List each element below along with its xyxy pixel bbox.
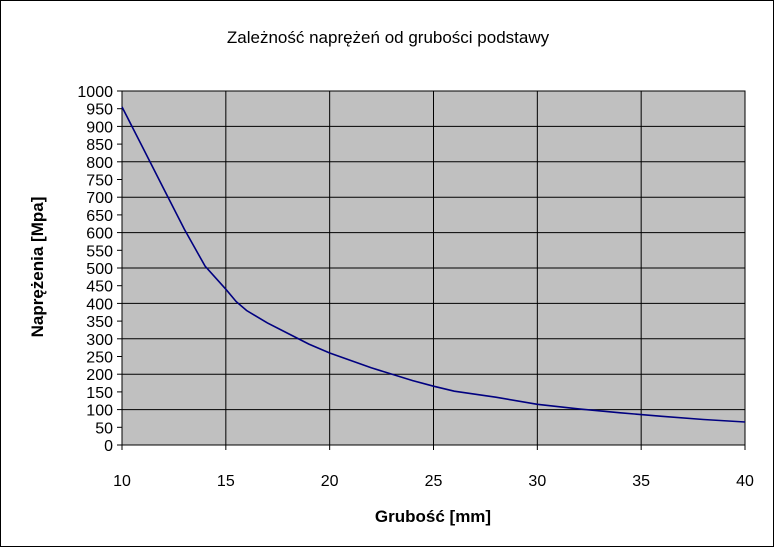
- y-tick-label: 150: [86, 385, 113, 402]
- y-tick-label: 900: [86, 119, 113, 136]
- y-tick-label: 600: [86, 226, 113, 243]
- y-tick-label: 700: [86, 190, 113, 207]
- y-tick-label: 1000: [77, 84, 113, 101]
- y-tick-label: 100: [86, 403, 113, 420]
- x-tick-label: 10: [113, 473, 131, 490]
- y-tick-label: 850: [86, 137, 113, 154]
- x-tick-label: 30: [528, 473, 546, 490]
- x-tick-label: 25: [425, 473, 443, 490]
- chart-title: Zależność naprężeń od grubości podstawy: [227, 28, 550, 47]
- y-axis-title: Naprężenia [Mpa]: [28, 197, 47, 338]
- y-tick-label: 950: [86, 102, 113, 119]
- y-tick-label: 250: [86, 350, 113, 367]
- y-tick-label: 0: [104, 438, 113, 455]
- y-tick-label: 350: [86, 314, 113, 331]
- x-tick-label: 35: [632, 473, 650, 490]
- y-tick-label: 300: [86, 332, 113, 349]
- y-tick-label: 200: [86, 367, 113, 384]
- x-tick-label: 40: [736, 473, 754, 490]
- y-tick-label: 450: [86, 279, 113, 296]
- gridlines: [122, 91, 745, 445]
- y-tick-label: 500: [86, 261, 113, 278]
- series-line: [121, 106, 746, 423]
- x-tick-label: 15: [217, 473, 235, 490]
- y-tick-label: 400: [86, 296, 113, 313]
- y-tick-label: 50: [95, 420, 113, 437]
- y-tick-label: 650: [86, 208, 113, 225]
- y-tick-label: 750: [86, 173, 113, 190]
- series-layer: [121, 106, 746, 423]
- x-tick-label: 20: [321, 473, 339, 490]
- axis-ticks: 0501001502002503003504004505005506006507…: [77, 84, 754, 490]
- y-tick-label: 800: [86, 155, 113, 172]
- x-axis-title: Grubość [mm]: [375, 507, 491, 526]
- y-tick-label: 550: [86, 243, 113, 260]
